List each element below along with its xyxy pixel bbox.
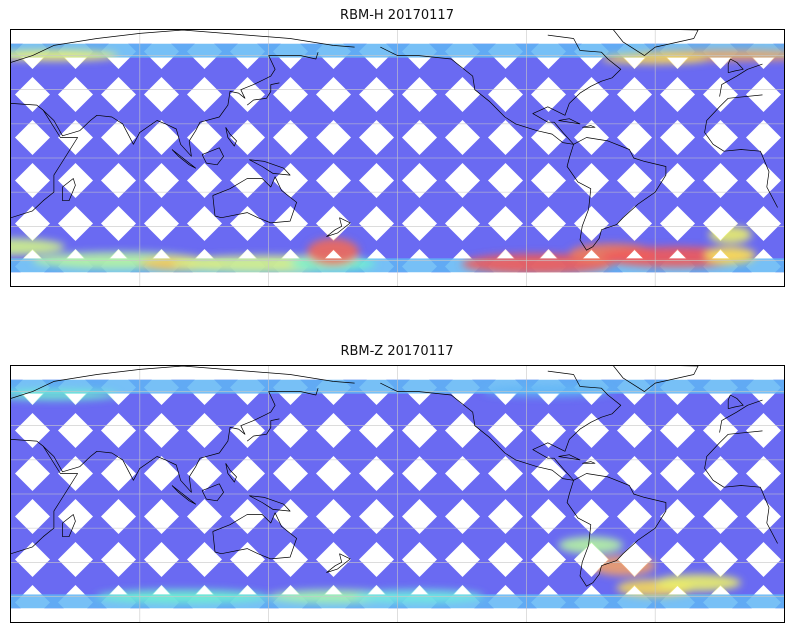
- coastline-9: [62, 178, 76, 202]
- coastline-7: [212, 512, 297, 560]
- coastline-1: [11, 30, 763, 97]
- map-panel-rbm-z: [10, 365, 785, 623]
- coastline-14: [558, 118, 581, 125]
- coastline-4: [201, 483, 224, 502]
- coastline-3: [246, 418, 280, 442]
- coastline-15: [727, 394, 744, 410]
- coastline-12: [613, 30, 699, 56]
- coastline-14: [558, 454, 581, 461]
- coastline-15: [727, 58, 744, 74]
- coastline-6: [249, 159, 291, 176]
- coastline-5: [171, 485, 197, 505]
- coastline-4: [201, 147, 224, 166]
- coastline-7: [212, 176, 297, 224]
- coastline-10: [225, 463, 237, 483]
- coastline-11: [380, 370, 622, 481]
- coastlines: [11, 30, 778, 251]
- coastline-13: [566, 137, 667, 251]
- coastline-9: [62, 514, 76, 538]
- coastline-16: [582, 125, 596, 128]
- coastline-2: [42, 52, 319, 157]
- map-plot-rbm-z: [11, 366, 784, 622]
- coastline-1: [11, 366, 763, 433]
- map-plot-rbm-h: [11, 30, 784, 286]
- panel-title-rbm-z: RBM-Z 20170117: [340, 344, 454, 359]
- coastline-8: [326, 217, 351, 237]
- coastline-13: [566, 473, 667, 587]
- coastline-0: [11, 94, 778, 219]
- coastline-16: [582, 461, 596, 464]
- coastline-5: [171, 149, 197, 169]
- map-gridlines: [11, 30, 784, 286]
- coastline-11: [380, 34, 622, 145]
- coastline-8: [326, 553, 351, 573]
- coastline-2: [42, 388, 319, 493]
- coastline-12: [613, 366, 699, 392]
- coastline-3: [246, 82, 280, 106]
- panel-title-rbm-h: RBM-H 20170117: [340, 8, 454, 23]
- map-panel-rbm-h: [10, 29, 785, 287]
- coastline-6: [249, 495, 291, 512]
- coastline-0: [11, 430, 778, 555]
- coastline-10: [225, 127, 237, 147]
- coastlines: [11, 366, 778, 587]
